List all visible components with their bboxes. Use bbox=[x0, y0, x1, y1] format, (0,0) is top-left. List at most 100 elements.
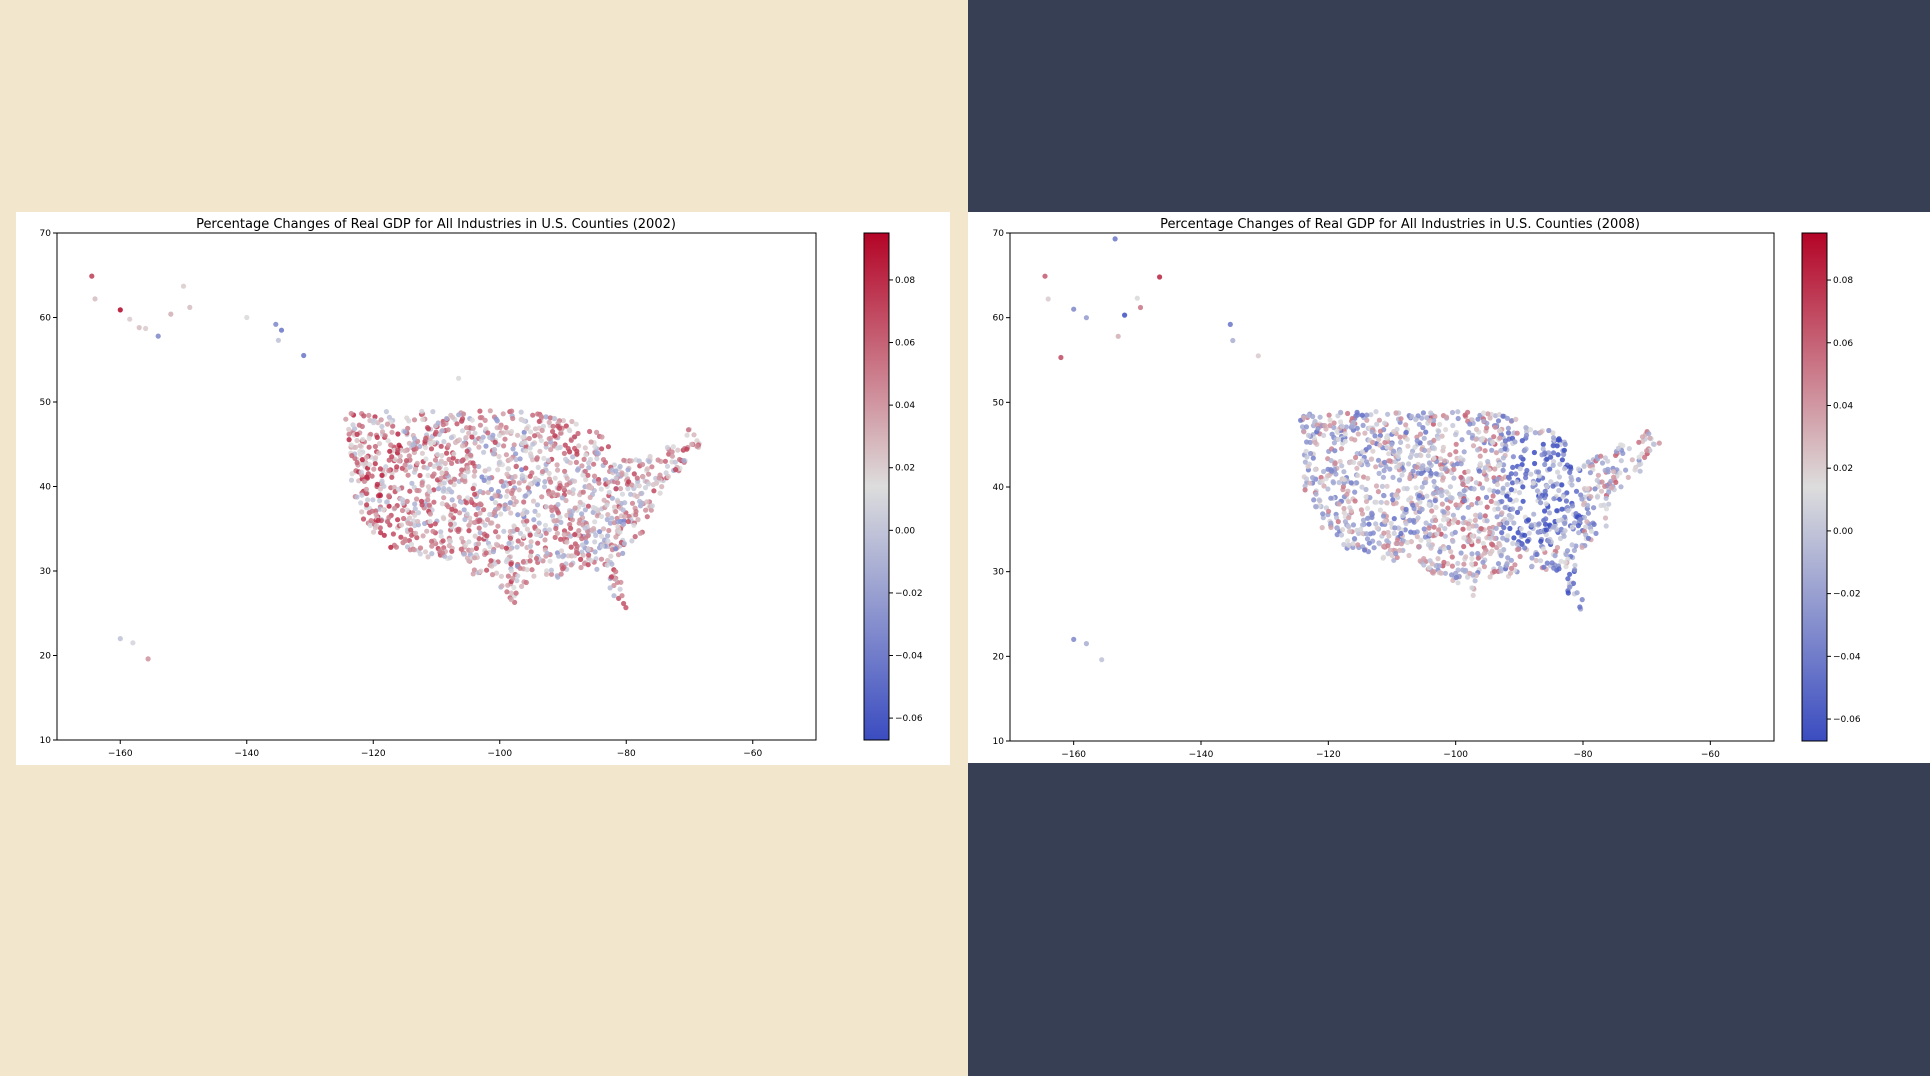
county-point bbox=[365, 497, 371, 503]
county-point bbox=[515, 512, 521, 518]
county-point bbox=[1567, 584, 1573, 590]
county-point bbox=[594, 566, 600, 572]
county-point bbox=[572, 532, 578, 538]
colorbar bbox=[863, 232, 890, 741]
county-point bbox=[1367, 495, 1373, 501]
county-point bbox=[1487, 415, 1493, 421]
county-point bbox=[1453, 502, 1459, 508]
county-point bbox=[1368, 412, 1374, 418]
county-point bbox=[462, 478, 468, 485]
county-point bbox=[1439, 501, 1445, 507]
county-point bbox=[368, 518, 374, 524]
county-point bbox=[383, 409, 389, 415]
county-point bbox=[376, 450, 382, 456]
y-tick-label: 40 bbox=[40, 483, 52, 493]
county-point bbox=[1444, 516, 1450, 522]
county-point bbox=[1467, 421, 1473, 427]
county-point bbox=[1487, 574, 1493, 580]
county-point bbox=[1376, 470, 1382, 476]
county-point bbox=[1446, 521, 1452, 527]
county-point bbox=[1518, 454, 1524, 460]
county-point bbox=[615, 519, 621, 525]
county-point bbox=[1431, 417, 1437, 424]
county-point bbox=[642, 485, 649, 491]
county-point bbox=[449, 506, 455, 512]
county-point bbox=[1454, 461, 1461, 467]
county-point bbox=[359, 492, 365, 498]
county-point bbox=[1501, 525, 1507, 531]
county-point bbox=[1507, 497, 1513, 503]
county-point bbox=[1479, 485, 1486, 491]
county-point bbox=[586, 552, 592, 558]
county-point bbox=[471, 473, 477, 479]
scatter-chart-2008: Percentage Changes of Real GDP for All I… bbox=[993, 217, 1861, 760]
county-point bbox=[1446, 544, 1452, 551]
county-point bbox=[1071, 306, 1077, 312]
county-point bbox=[1137, 304, 1144, 311]
county-point bbox=[511, 442, 517, 448]
county-point bbox=[357, 451, 363, 457]
county-point bbox=[1372, 433, 1378, 439]
county-point bbox=[1083, 641, 1089, 647]
county-point bbox=[504, 589, 510, 595]
y-tick-label: 50 bbox=[993, 398, 1005, 408]
county-point bbox=[429, 551, 435, 557]
county-point bbox=[1303, 424, 1309, 430]
county-point bbox=[382, 433, 388, 439]
county-point bbox=[1543, 501, 1549, 507]
county-point bbox=[1458, 474, 1464, 480]
county-point bbox=[1626, 446, 1632, 452]
county-point bbox=[1377, 442, 1383, 448]
county-point bbox=[1122, 312, 1128, 318]
county-point bbox=[1601, 502, 1607, 508]
county-point bbox=[519, 440, 525, 447]
county-point bbox=[1451, 462, 1457, 468]
county-point bbox=[475, 541, 481, 547]
county-point bbox=[543, 530, 549, 536]
county-point bbox=[354, 494, 360, 500]
county-point bbox=[1482, 465, 1488, 471]
county-point bbox=[395, 486, 402, 492]
county-point bbox=[1493, 525, 1499, 531]
county-point bbox=[592, 519, 598, 525]
county-point bbox=[411, 436, 418, 442]
county-point bbox=[444, 450, 450, 456]
county-point bbox=[1322, 422, 1328, 429]
county-point bbox=[1636, 454, 1642, 460]
county-point bbox=[1501, 462, 1507, 468]
county-point bbox=[1539, 452, 1545, 458]
county-point bbox=[477, 408, 483, 414]
county-point bbox=[546, 470, 552, 476]
county-point bbox=[488, 486, 494, 493]
county-point bbox=[429, 538, 435, 544]
y-tick-label: 10 bbox=[993, 737, 1005, 747]
county-point bbox=[363, 454, 370, 460]
county-point bbox=[531, 479, 538, 485]
county-point bbox=[409, 480, 415, 486]
county-point bbox=[1403, 422, 1409, 428]
county-point bbox=[542, 479, 548, 485]
county-point bbox=[585, 546, 592, 552]
county-point bbox=[1554, 508, 1560, 514]
county-point bbox=[383, 464, 389, 470]
county-point bbox=[411, 547, 417, 553]
county-point bbox=[384, 421, 391, 427]
county-point bbox=[1348, 508, 1354, 514]
county-point bbox=[493, 541, 499, 547]
county-point bbox=[639, 490, 645, 496]
county-point bbox=[1611, 469, 1617, 475]
county-point bbox=[1511, 535, 1517, 541]
county-point bbox=[477, 488, 483, 495]
county-point bbox=[1355, 431, 1361, 437]
county-point bbox=[576, 528, 582, 534]
county-point bbox=[499, 583, 505, 589]
county-point bbox=[1354, 425, 1360, 431]
county-point bbox=[566, 489, 572, 495]
county-point bbox=[1428, 470, 1434, 476]
county-point bbox=[1424, 493, 1430, 499]
county-point bbox=[532, 508, 538, 514]
county-point bbox=[528, 539, 534, 545]
county-point bbox=[473, 545, 479, 551]
county-point bbox=[1469, 533, 1475, 539]
county-point bbox=[1432, 498, 1438, 504]
